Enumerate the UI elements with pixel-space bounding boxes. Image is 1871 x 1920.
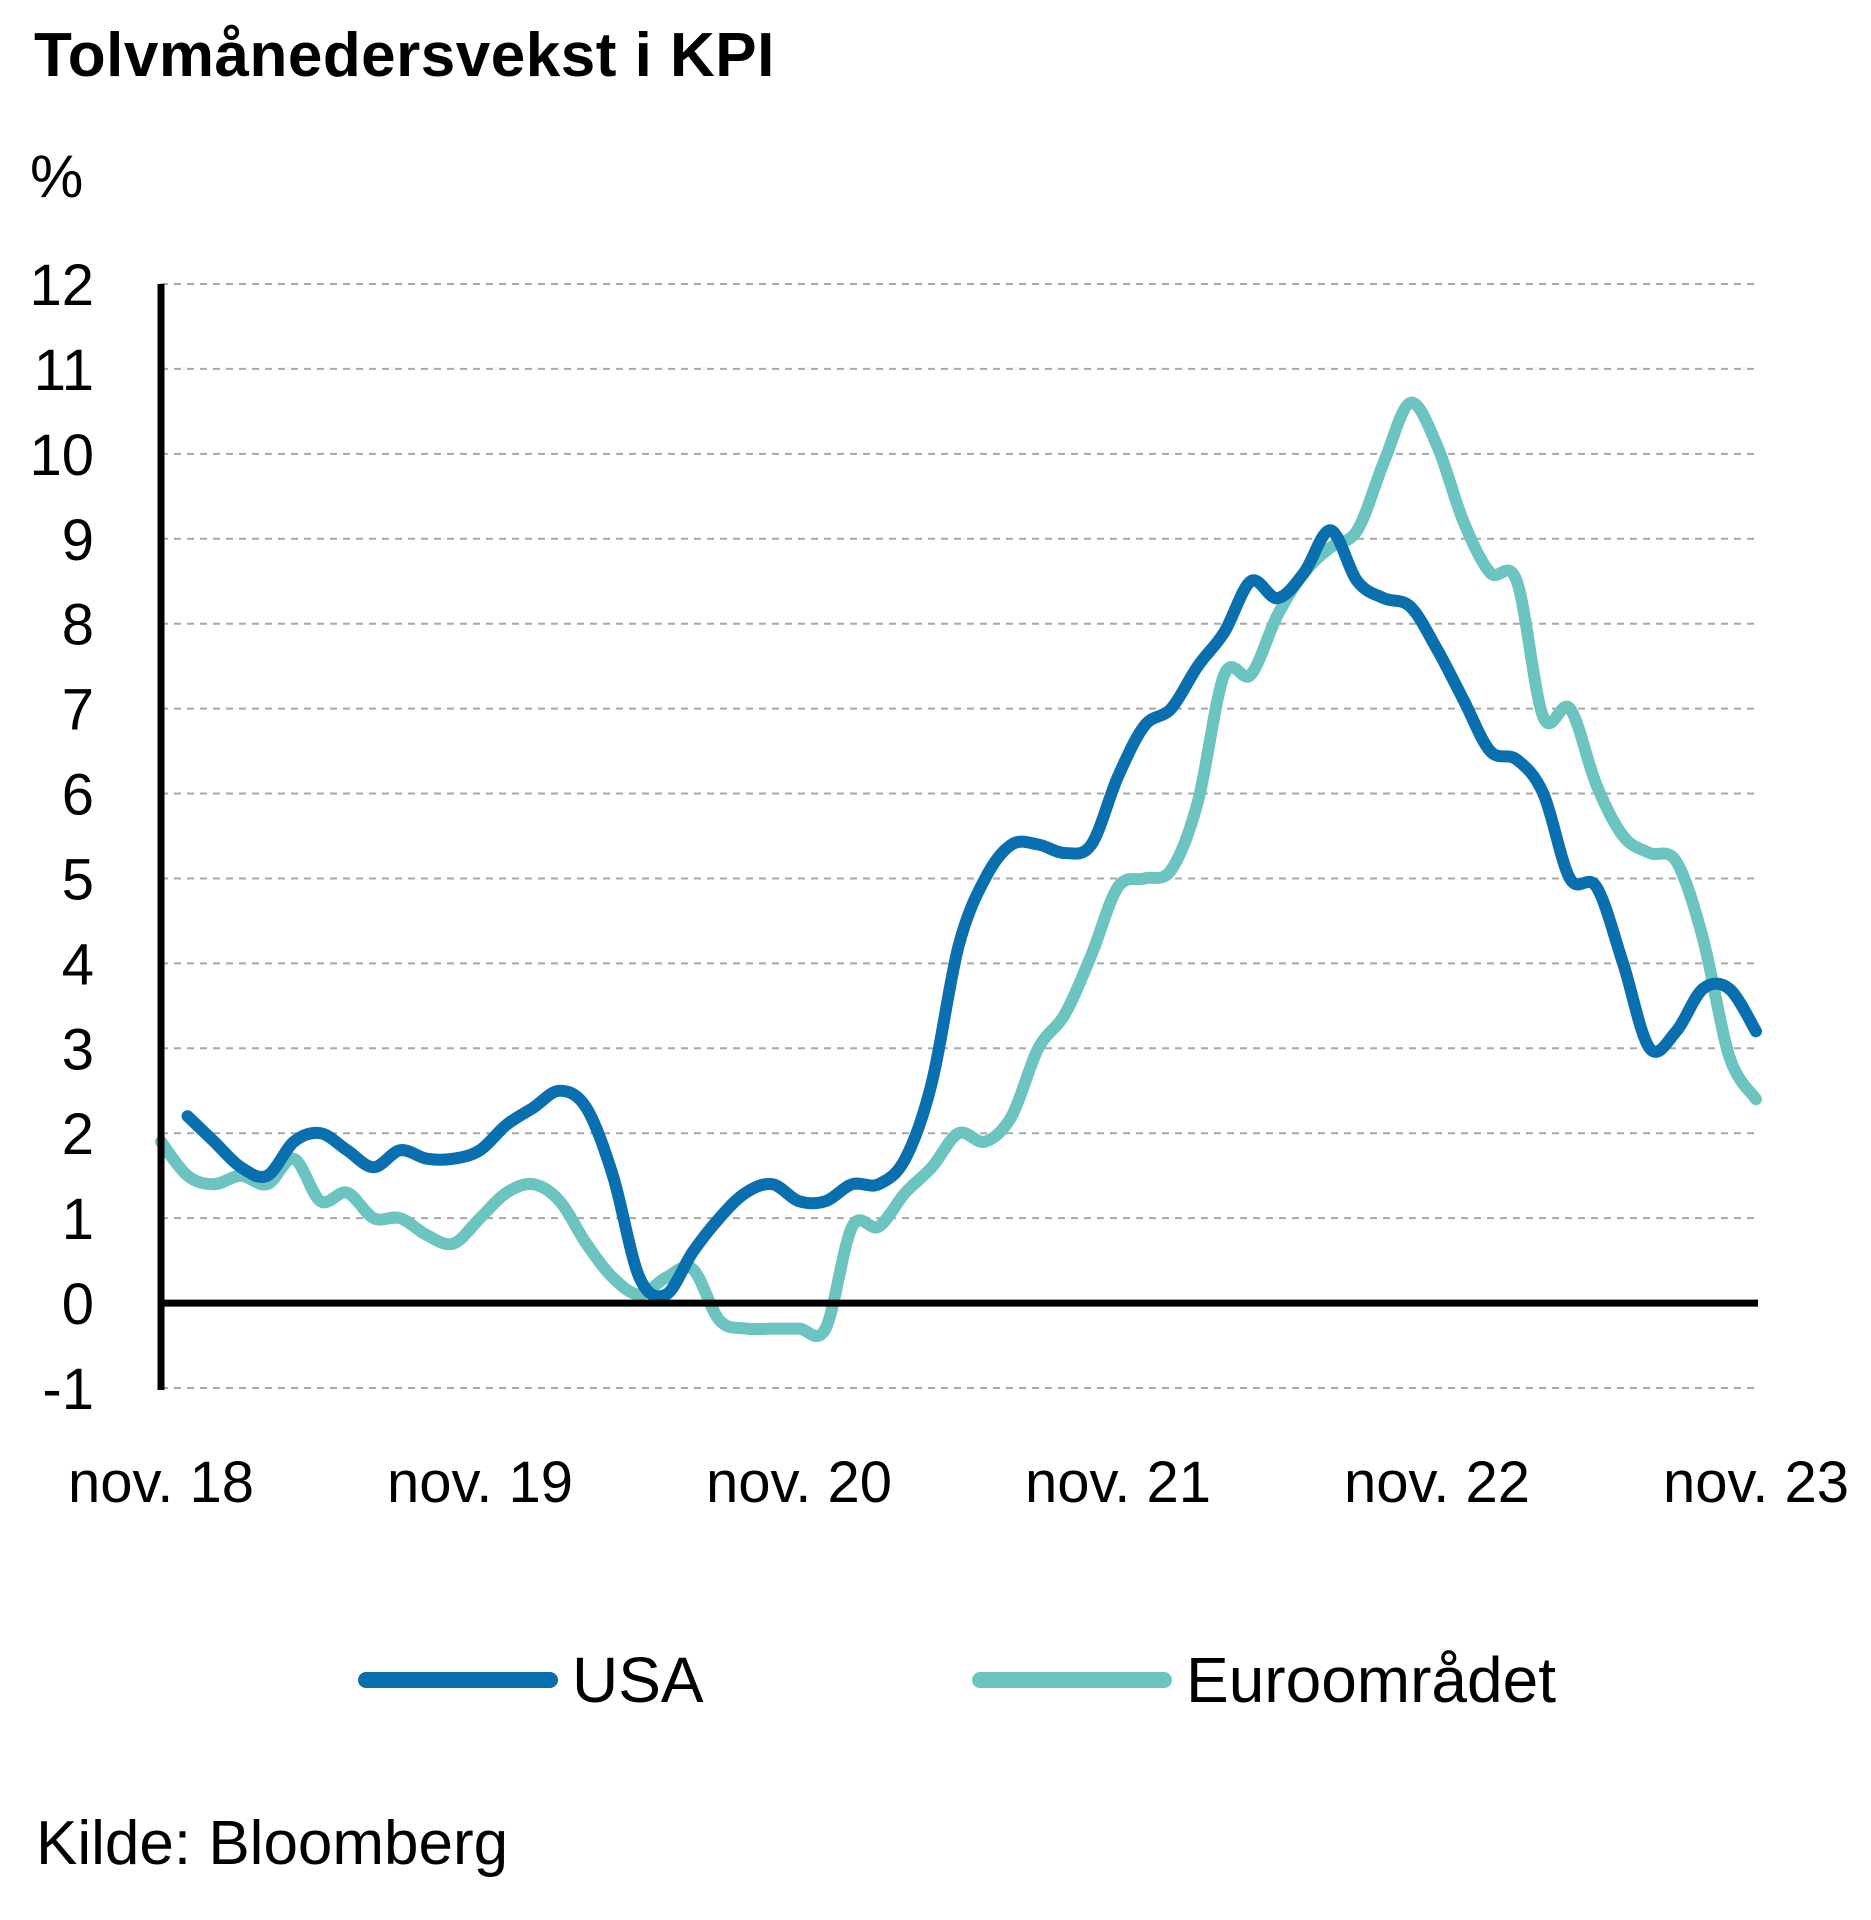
y-axis-unit-label: % — [30, 143, 84, 210]
y-tick-label: 9 — [62, 508, 94, 573]
legend-swatch-usa — [358, 1672, 558, 1688]
y-tick-label: -1 — [42, 1357, 94, 1422]
y-tick-label: 11 — [34, 338, 94, 403]
y-tick-label: 2 — [62, 1102, 94, 1167]
legend-item-euroomradet: Euroområdet — [972, 1640, 1556, 1720]
series-line-usa — [181, 524, 1762, 1303]
y-tick-label: 7 — [62, 678, 94, 743]
y-tick-label: 4 — [62, 932, 94, 997]
chart-title: Tolvmånedersvekst i KPI — [34, 21, 775, 90]
y-tick-label: 10 — [29, 423, 94, 488]
legend: USA Euroområdet — [0, 1640, 1871, 1720]
y-tick-label: 6 — [62, 763, 94, 828]
y-tick-label: 1 — [62, 1187, 94, 1252]
series-lines — [155, 396, 1762, 1343]
x-tick-label: nov. 21 — [1025, 1450, 1211, 1515]
series-line-euroomradet — [155, 396, 1762, 1343]
x-tick-label: nov. 19 — [387, 1450, 573, 1515]
legend-label-usa: USA — [572, 1644, 704, 1716]
x-tick-label: nov. 22 — [1344, 1450, 1530, 1515]
x-tick-label: nov. 23 — [1663, 1450, 1849, 1515]
legend-swatch-euroomradet — [972, 1672, 1172, 1688]
y-tick-label: 8 — [62, 593, 94, 658]
legend-label-euroomradet: Euroområdet — [1186, 1644, 1556, 1716]
source-note: Kilde: Bloomberg — [36, 1809, 509, 1878]
legend-item-usa: USA — [358, 1640, 704, 1720]
y-tick-label: 3 — [62, 1017, 94, 1082]
x-axis-ticks: nov. 18 nov. 19 nov. 20 nov. 21 nov. 22 nov. … — [68, 1450, 1849, 1515]
y-tick-label: 12 — [29, 253, 94, 318]
y-tick-label: 5 — [62, 847, 94, 912]
x-tick-label: nov. 18 — [68, 1450, 254, 1515]
y-tick-label: 0 — [62, 1272, 94, 1337]
x-tick-label: nov. 20 — [706, 1450, 892, 1515]
